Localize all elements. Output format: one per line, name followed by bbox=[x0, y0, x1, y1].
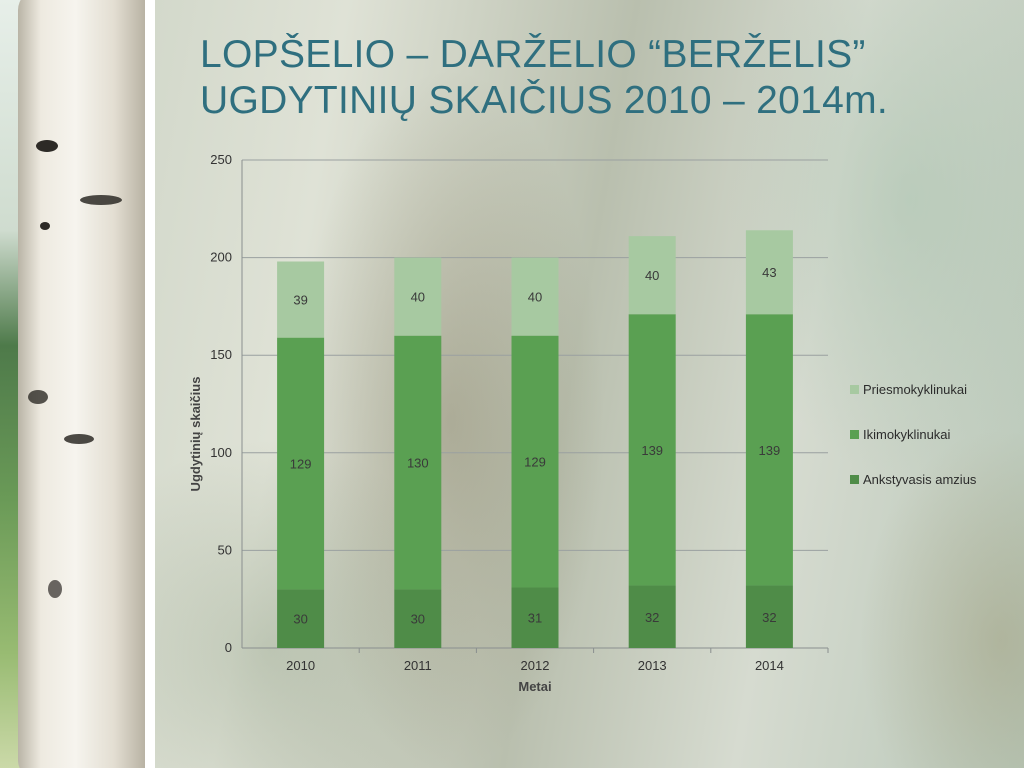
photo-divider bbox=[145, 0, 155, 768]
stacked-bar-chart: 0 50 100 150 200 250 30 129 39 2010 30 130 40 2011 31 1… bbox=[188, 152, 829, 694]
legend-swatch bbox=[850, 384, 859, 394]
x-tick-label: 2012 bbox=[521, 658, 550, 673]
bar-segment bbox=[628, 585, 676, 648]
data-label: 40 bbox=[645, 268, 659, 283]
data-label: 30 bbox=[411, 612, 425, 627]
bar-segment bbox=[394, 335, 442, 590]
bar-segment bbox=[277, 589, 325, 648]
y-tick-label: 250 bbox=[210, 152, 232, 167]
x-tick-label: 2013 bbox=[638, 658, 667, 673]
bar-segment bbox=[277, 337, 325, 590]
data-label: 130 bbox=[407, 456, 429, 471]
legend-swatch bbox=[850, 429, 859, 439]
legend-item: Priesmokyklinukai bbox=[850, 380, 976, 398]
legend-item: Ankstyvasis amzius bbox=[850, 470, 976, 488]
bar-segment bbox=[745, 230, 793, 315]
bar-segment bbox=[394, 589, 442, 648]
bar-segment bbox=[511, 335, 559, 588]
bar-segment bbox=[745, 585, 793, 648]
title-line-2: UGDYTINIŲ SKAIČIUS 2010 – 2014m. bbox=[200, 79, 889, 122]
data-label: 32 bbox=[762, 610, 776, 625]
bar-segment bbox=[511, 587, 559, 648]
bar-segment bbox=[628, 314, 676, 586]
legend-label: Ikimokyklinukai bbox=[863, 426, 951, 442]
data-label: 30 bbox=[293, 612, 307, 627]
data-label: 139 bbox=[759, 443, 781, 458]
bar-segment bbox=[277, 261, 325, 338]
y-axis-title: Ugdytinių skaičius bbox=[188, 377, 203, 492]
bar-segment bbox=[745, 314, 793, 586]
x-tick-label: 2011 bbox=[404, 658, 432, 673]
legend-label: Ankstyvasis amzius bbox=[863, 471, 977, 487]
data-label: 32 bbox=[645, 610, 659, 625]
y-tick-label: 150 bbox=[210, 347, 232, 362]
data-label: 39 bbox=[293, 293, 307, 308]
title-line-1: LOPŠELIO – DARŽELIO “BERŽELIS” bbox=[200, 33, 866, 76]
x-axis-title: Metai bbox=[518, 679, 551, 694]
data-label: 40 bbox=[411, 290, 425, 305]
legend-swatch bbox=[850, 474, 859, 484]
bar-segment bbox=[394, 257, 442, 336]
bar-segment bbox=[628, 236, 676, 315]
x-tick-label: 2014 bbox=[755, 658, 784, 673]
chart-legend: Priesmokyklinukai Ikimokyklinukai Ankstyva… bbox=[850, 380, 976, 515]
legend-label: Priesmokyklinukai bbox=[863, 381, 968, 397]
y-tick-label: 100 bbox=[210, 445, 232, 460]
bar-segment bbox=[511, 257, 559, 336]
y-tick-label: 0 bbox=[225, 640, 232, 655]
birch-photo bbox=[0, 0, 145, 768]
data-label: 139 bbox=[641, 443, 663, 458]
data-label: 40 bbox=[528, 290, 542, 305]
data-label: 129 bbox=[524, 455, 546, 470]
y-tick-label: 200 bbox=[210, 250, 232, 265]
data-label: 129 bbox=[290, 457, 312, 472]
data-label: 31 bbox=[528, 611, 542, 626]
legend-item: Ikimokyklinukai bbox=[850, 425, 976, 443]
data-label: 43 bbox=[762, 265, 776, 280]
x-tick-label: 2010 bbox=[286, 658, 315, 673]
y-tick-label: 50 bbox=[218, 542, 232, 557]
birch-trunk bbox=[18, 0, 145, 768]
slide-title: LOPŠELIO – DARŽELIO “BERŽELIS” UGDYTINIŲ… bbox=[200, 32, 888, 124]
